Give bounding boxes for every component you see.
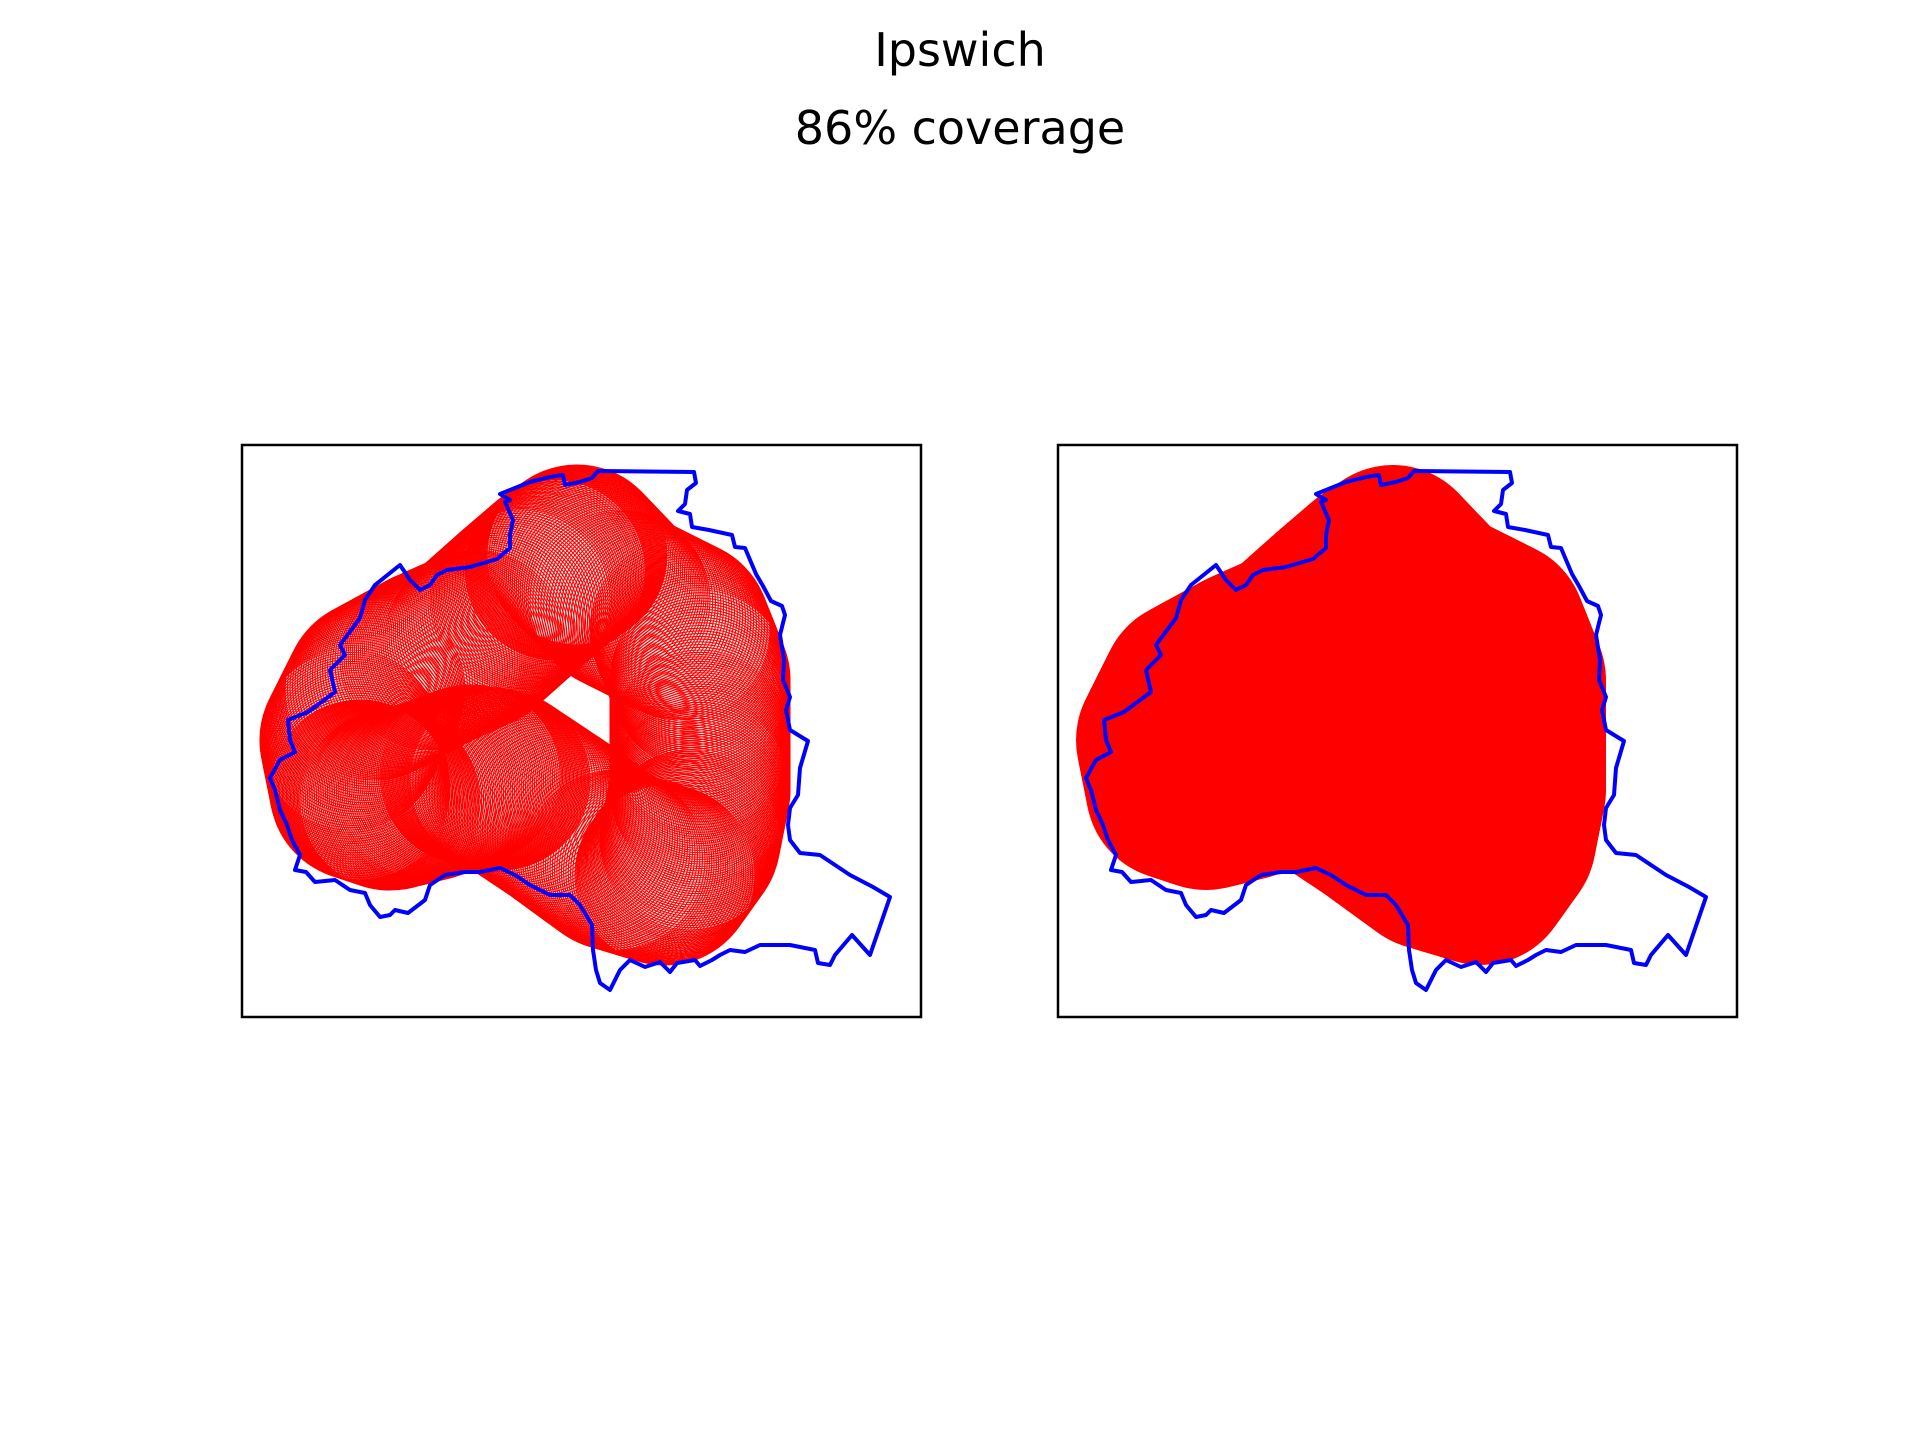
coverage-ring [448,493,630,675]
axes-frame-left [240,443,923,1019]
figure-title: Ipswich [874,23,1046,77]
coverage-rings [259,464,791,966]
coverage-ring [451,490,633,672]
coverage-ring [462,480,644,662]
coverage-ring [454,487,637,669]
coverage-ring [266,635,448,817]
coverage-ring [404,531,587,713]
coverage-ring [429,509,611,691]
coverage-ring [453,488,635,671]
coverage-ring [434,505,616,687]
map-panel-filled [1056,443,1739,1019]
coverage-ring [411,525,593,707]
coverage-ring [435,503,617,686]
coverage-ring [479,469,661,651]
coverage-ring [481,467,663,649]
coverage-ring [458,484,640,667]
coverage-ring [443,497,625,679]
coverage-ring [464,479,646,661]
map-panel-rings [240,443,923,1019]
coverage-ring [437,502,619,684]
coverage-disc [1302,465,1482,646]
coverage-ring [456,486,638,668]
ipswich-boundary-left [268,469,892,992]
coverage-ring [445,495,627,677]
coverage-ring [461,482,643,664]
coverage-ring [485,465,667,647]
coverage-ring [440,499,622,682]
coverage-ring [402,533,584,715]
coverage-ring [398,536,580,718]
coverage-ring [588,765,770,947]
coverage-ring [431,508,613,690]
coverage-ring [415,522,597,704]
coverage-ring [425,513,607,695]
coverage-ring [553,521,736,703]
coverage-ring [478,469,660,652]
coverage-ring [477,470,659,652]
coverage-ring [459,483,641,665]
coverage-ring [423,514,605,697]
coverage-ring [446,494,629,676]
axes-frame-right [1056,443,1739,1019]
coverage-ring [408,527,591,709]
coverage-ring [400,534,582,717]
coverage-ring [484,465,666,647]
coverage-ring [480,468,662,650]
coverage-ring [438,501,621,683]
coverage-ring [450,491,632,673]
coverage-ring [475,471,657,654]
coverage-ring [474,472,656,654]
coverage-area [1076,465,1606,965]
coverage-ring [413,523,595,706]
coverage-ring [419,518,601,700]
coverage-ring [486,742,669,924]
coverage-ring [427,511,609,693]
coverage-ring [406,529,589,711]
coverage-ring [432,506,614,688]
coverage-ring [583,536,766,718]
coverage-ring [482,467,664,649]
ipswich-boundary-right [1084,469,1708,992]
coverage-ring [476,471,658,653]
coverage-ring [442,498,624,680]
coverage-subtitle: 86% coverage [794,101,1126,155]
coverage-ring [417,520,599,702]
coverage-ring [483,466,665,648]
coverage-ring [549,776,731,959]
coverage-ring [585,768,767,950]
